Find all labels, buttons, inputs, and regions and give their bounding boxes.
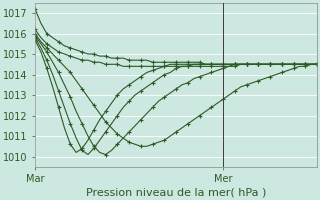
X-axis label: Pression niveau de la mer( hPa ): Pression niveau de la mer( hPa ) [86,187,266,197]
